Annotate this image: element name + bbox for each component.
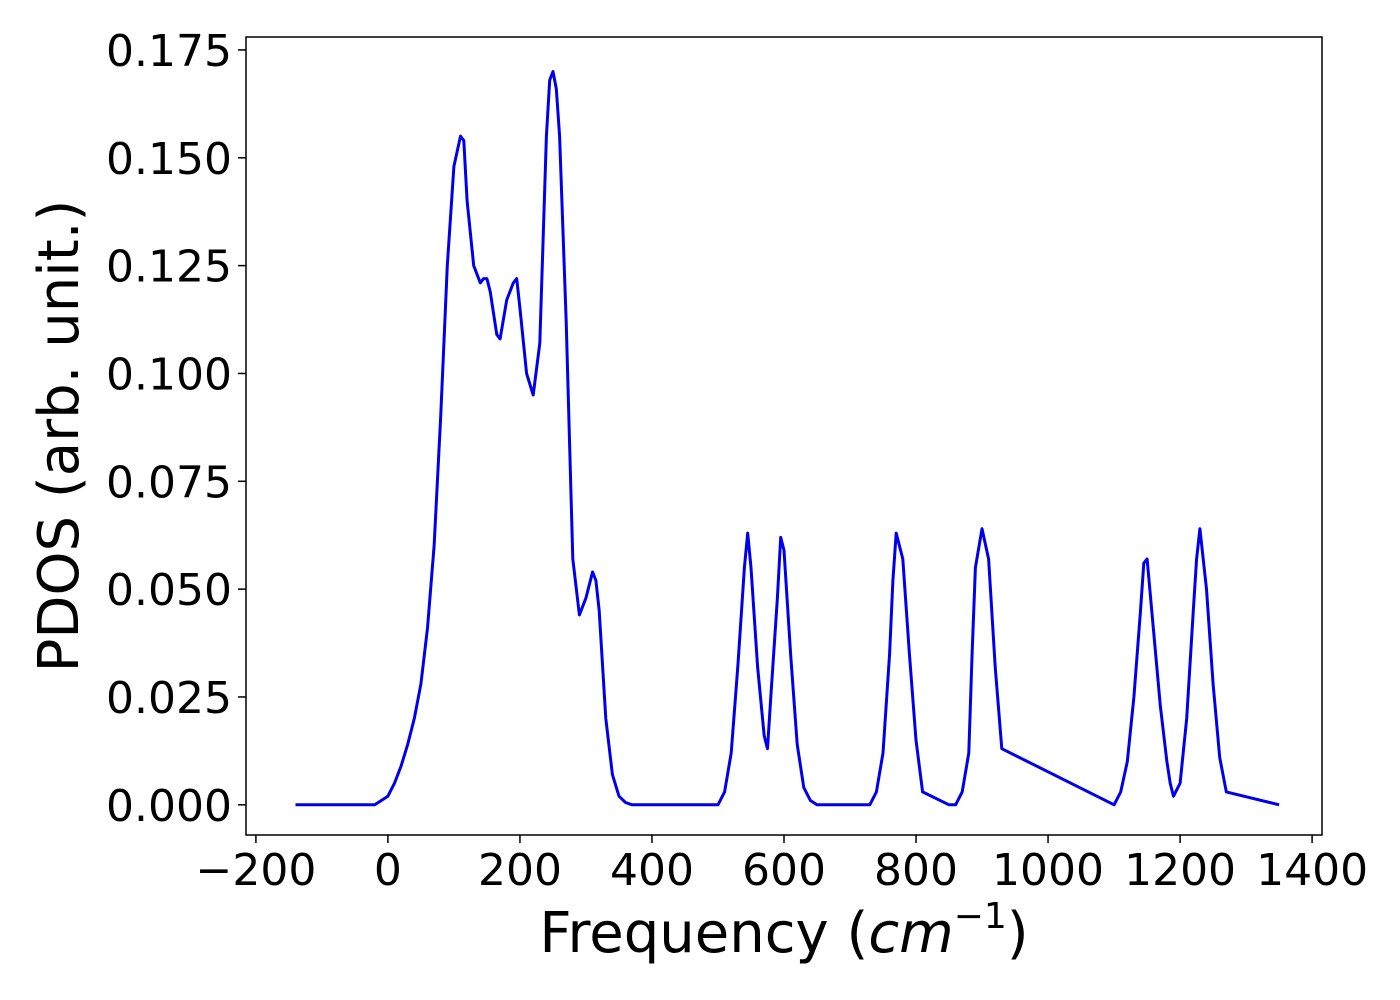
y-tick-label: 0.125 bbox=[106, 242, 232, 293]
x-tick-label: 400 bbox=[610, 845, 694, 896]
x-tick-label: 200 bbox=[478, 845, 562, 896]
x-tick-label: −200 bbox=[195, 845, 316, 896]
y-tick-label: 0.075 bbox=[106, 457, 232, 508]
plot-frame bbox=[245, 36, 1323, 836]
x-tick-label: 1200 bbox=[1124, 845, 1236, 896]
y-tick-label: 0.050 bbox=[106, 565, 232, 616]
y-tick-label: 0.025 bbox=[106, 673, 232, 724]
y-tick-label: 0.150 bbox=[106, 134, 232, 185]
x-tick-label: 600 bbox=[742, 845, 826, 896]
x-axis-label: Frequency (cm−1) bbox=[539, 896, 1028, 966]
y-tick-label: 0.100 bbox=[106, 349, 232, 400]
x-tick-label: 1400 bbox=[1256, 845, 1368, 896]
x-axis-ticks: −200 0 200 400 600 800 1000 1200 1400 bbox=[195, 835, 1368, 896]
x-tick-label: 0 bbox=[374, 845, 402, 896]
y-axis-ticks: 0.000 0.025 0.050 0.075 0.100 0.125 0.150 0.175 bbox=[106, 26, 246, 832]
y-tick-label: 0.000 bbox=[106, 781, 232, 832]
x-tick-label: 1000 bbox=[992, 845, 1104, 896]
y-tick-label: 0.175 bbox=[106, 26, 232, 77]
x-tick-label: 800 bbox=[874, 845, 958, 896]
y-axis-label: PDOS (arb. unit.) bbox=[27, 200, 92, 673]
plot-area bbox=[246, 37, 1322, 835]
pdos-line bbox=[295, 70, 1280, 807]
